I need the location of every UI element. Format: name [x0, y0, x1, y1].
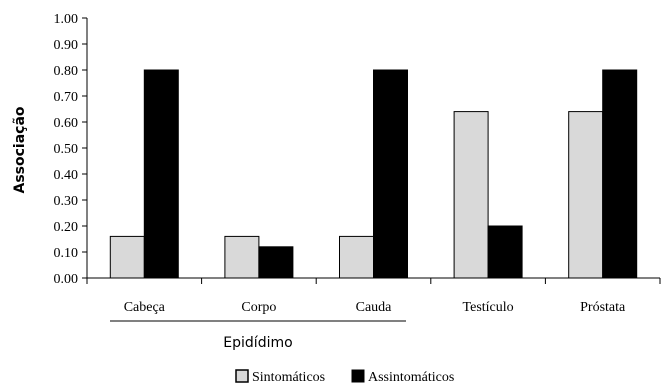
x-category-label: Cauda — [356, 300, 393, 315]
group-label: Epidídimo — [223, 335, 292, 351]
y-tick-label: 1.00 — [54, 12, 79, 27]
bar-assintomaticos-2 — [373, 69, 408, 279]
bar-sintomaticos-4 — [568, 111, 604, 279]
y-tick-label: 0.40 — [54, 168, 79, 183]
y-tick-label: 0.00 — [54, 272, 79, 287]
bar-assintomaticos-0 — [143, 69, 179, 279]
x-axis-ticks — [86, 278, 661, 284]
y-axis-ticks: 0.00 0.10 0.20 0.30 0.40 0.50 0.60 0.70 0.80 0.90… — [54, 12, 87, 287]
legend-label-assintomaticos: Assintomáticos — [368, 370, 454, 385]
y-tick-label: 0.30 — [54, 194, 79, 209]
bar-assintomaticos-1 — [258, 246, 294, 279]
y-tick-label: 0.80 — [54, 64, 79, 79]
y-tick-label: 0.70 — [54, 90, 79, 105]
x-category-label: Cabeça — [124, 300, 166, 315]
category-labels: Cabeça Corpo Cauda Testículo Próstata — [124, 300, 626, 315]
bar-sintomaticos-1 — [224, 235, 260, 279]
bar-assintomaticos-3 — [487, 225, 523, 279]
y-tick-label: 0.90 — [54, 38, 79, 53]
bar-sintomaticos-2 — [339, 235, 374, 279]
bar-assintomaticos-4 — [602, 69, 638, 279]
bars — [109, 69, 638, 279]
y-tick-label: 0.60 — [54, 116, 79, 131]
bar-sintomaticos-0 — [109, 235, 145, 279]
x-category-label: Corpo — [241, 300, 276, 315]
x-category-label: Próstata — [580, 300, 626, 315]
legend-label-sintomaticos: Sintomáticos — [252, 370, 325, 385]
x-category-label: Testículo — [463, 300, 514, 315]
y-tick-label: 0.10 — [54, 246, 79, 261]
y-axis-label: Associação — [12, 106, 28, 193]
bar-sintomaticos-3 — [453, 111, 489, 279]
legend-swatch-sintomaticos — [235, 369, 249, 383]
y-tick-label: 0.50 — [54, 142, 79, 157]
legend-swatch-assintomaticos — [351, 369, 365, 383]
legend: Sintomáticos Assintomáticos — [235, 369, 454, 385]
y-tick-label: 0.20 — [54, 220, 79, 235]
